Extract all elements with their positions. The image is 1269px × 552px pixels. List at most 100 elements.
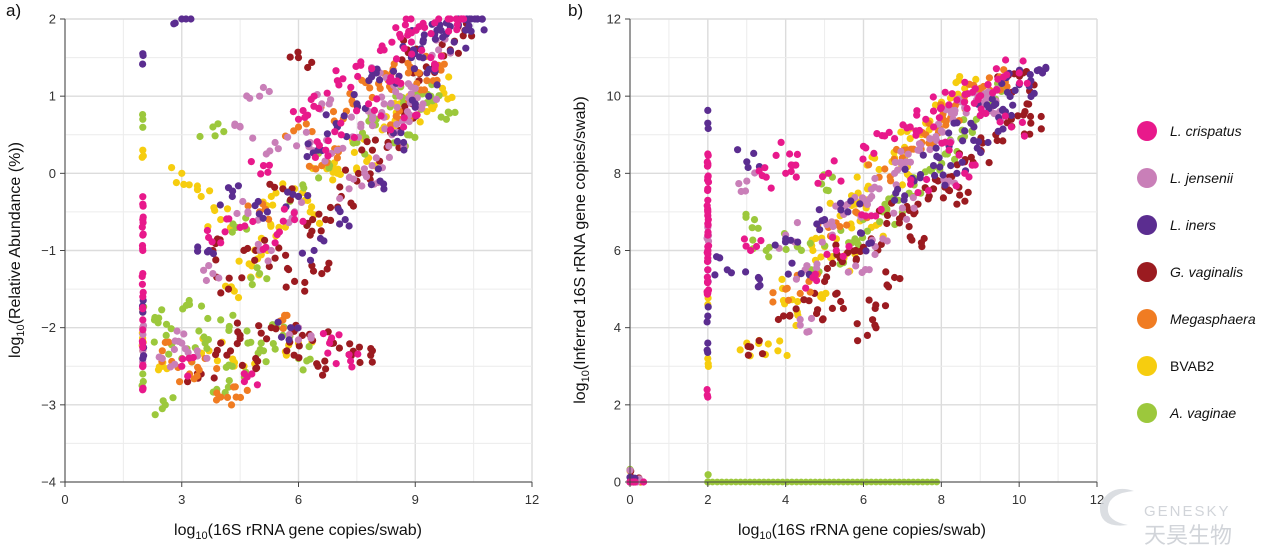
- scatter-point-l-crispatus: [139, 202, 147, 210]
- scatter-point-l-iners: [304, 140, 312, 148]
- scatter-point-l-crispatus: [257, 170, 265, 178]
- scatter-point-l-crispatus: [704, 250, 712, 258]
- scatter-point-bvab2: [955, 76, 963, 84]
- scatter-point-g-vaginalis: [367, 345, 375, 353]
- scatter-point-g-vaginalis: [883, 219, 891, 228]
- scatter-point-g-vaginalis: [883, 211, 892, 219]
- scatter-point-megasphaera: [176, 378, 184, 386]
- scatter-point-l-iners: [1009, 101, 1017, 109]
- scatter-point-l-crispatus: [755, 167, 763, 175]
- scatter-point-g-vaginalis: [354, 169, 363, 178]
- scatter-point-l-jensenii: [205, 262, 213, 270]
- scatter-point-l-crispatus: [387, 126, 395, 134]
- scatter-point-a-vaginae: [259, 347, 268, 355]
- scatter-point-l-crispatus: [703, 278, 712, 286]
- scatter-point-l-iners: [939, 171, 947, 179]
- scatter-point-l-crispatus: [413, 111, 421, 119]
- legend-swatch: [1137, 121, 1157, 141]
- scatter-point-l-iners: [973, 144, 981, 152]
- scatter-point-l-crispatus: [830, 157, 838, 165]
- legend-label: BVAB2: [1170, 358, 1214, 374]
- scatter-point-l-iners: [836, 199, 845, 207]
- scatter-point-bvab2: [972, 75, 980, 83]
- scatter-point-a-vaginae: [217, 316, 225, 324]
- scatter-point-l-crispatus: [139, 288, 147, 296]
- scatter-point-l-iners: [916, 174, 924, 182]
- scatter-point-l-crispatus: [1020, 132, 1029, 140]
- scatter-point-l-crispatus: [936, 105, 945, 113]
- scatter-point-bvab2: [223, 205, 232, 213]
- scatter-point-l-crispatus: [354, 350, 362, 358]
- scatter-point-l-crispatus: [368, 65, 376, 73]
- scatter-point-l-jensenii: [844, 268, 852, 276]
- scatter-point-l-crispatus: [139, 316, 147, 324]
- scatter-point-l-jensenii: [871, 174, 879, 183]
- watermark-latin: GENESKY: [1144, 503, 1231, 520]
- legend-swatch: [1137, 215, 1157, 235]
- scatter-point-g-vaginalis: [233, 319, 241, 327]
- scatter-point-l-crispatus: [960, 98, 969, 106]
- scatter-point-l-crispatus: [319, 330, 327, 338]
- scatter-point-megasphaera: [420, 86, 429, 94]
- panel-b-label: b): [568, 1, 583, 20]
- legend-swatch: [1137, 356, 1157, 376]
- scatter-point-l-crispatus: [323, 89, 331, 97]
- scatter-point-a-vaginae: [229, 311, 237, 319]
- scatter-point-l-crispatus: [923, 175, 931, 184]
- scatter-point-l-jensenii: [249, 134, 257, 142]
- scatter-point-l-crispatus: [971, 85, 979, 93]
- scatter-point-megasphaera: [312, 165, 320, 173]
- scatter-point-l-crispatus: [870, 149, 878, 157]
- scatter-point-g-vaginalis: [224, 285, 233, 293]
- scatter-point-a-vaginae: [158, 306, 166, 314]
- scatter-point-l-crispatus: [240, 370, 248, 378]
- scatter-point-l-iners: [704, 339, 712, 347]
- scatter-point-l-iners: [478, 15, 486, 23]
- scatter-point-megasphaera: [294, 123, 303, 131]
- scatter-point-l-iners: [306, 256, 315, 264]
- scatter-point-l-jensenii: [170, 345, 178, 354]
- scatter-point-l-iners: [734, 146, 742, 154]
- scatter-point-g-vaginalis: [349, 202, 357, 210]
- scatter-point-g-vaginalis: [271, 183, 279, 191]
- scatter-point-g-vaginalis: [454, 49, 462, 57]
- scatter-point-g-vaginalis: [238, 274, 246, 282]
- scatter-point-l-iners: [818, 217, 826, 225]
- scatter-point-l-crispatus: [829, 233, 837, 241]
- scatter-point-l-crispatus: [1018, 118, 1026, 126]
- scatter-point-bvab2: [822, 289, 830, 297]
- scatter-point-a-vaginae: [162, 320, 171, 328]
- scatter-point-bvab2: [423, 108, 431, 116]
- scatter-point-g-vaginalis: [225, 274, 233, 282]
- scatter-point-l-iners: [704, 348, 712, 356]
- scatter-point-g-vaginalis: [184, 378, 192, 386]
- scatter-point-g-vaginalis: [295, 342, 303, 350]
- scatter-point-l-crispatus: [977, 105, 985, 113]
- scatter-point-g-vaginalis: [985, 159, 993, 167]
- scatter-point-l-crispatus: [777, 138, 785, 146]
- scatter-point-l-crispatus: [388, 38, 396, 46]
- scatter-point-a-vaginae: [406, 131, 414, 139]
- scatter-point-l-crispatus: [961, 90, 969, 98]
- scatter-point-l-jensenii: [239, 197, 247, 206]
- scatter-point-l-jensenii: [231, 121, 239, 129]
- scatter-point-g-vaginalis: [318, 270, 326, 278]
- scatter-point-a-vaginae: [161, 401, 169, 409]
- legend-swatch: [1137, 403, 1157, 423]
- scatter-point-g-vaginalis: [999, 137, 1007, 145]
- scatter-point-l-crispatus: [400, 44, 408, 53]
- scatter-point-a-vaginae: [253, 264, 261, 272]
- scatter-point-l-iners: [411, 103, 419, 111]
- scatter-point-l-jensenii: [735, 180, 743, 188]
- scatter-point-a-vaginae: [262, 358, 270, 366]
- scatter-point-l-crispatus: [984, 81, 992, 89]
- scatter-point-g-vaginalis: [326, 203, 335, 212]
- scatter-point-megasphaera: [985, 74, 994, 82]
- scatter-point-g-vaginalis: [322, 365, 330, 373]
- scatter-point-l-iners: [425, 65, 433, 73]
- scatter-point-megasphaera: [796, 289, 804, 298]
- scatter-point-a-vaginae: [797, 246, 806, 254]
- scatter-point-l-iners: [755, 275, 764, 283]
- scatter-point-l-jensenii: [266, 147, 274, 155]
- scatter-point-g-vaginalis: [321, 357, 329, 365]
